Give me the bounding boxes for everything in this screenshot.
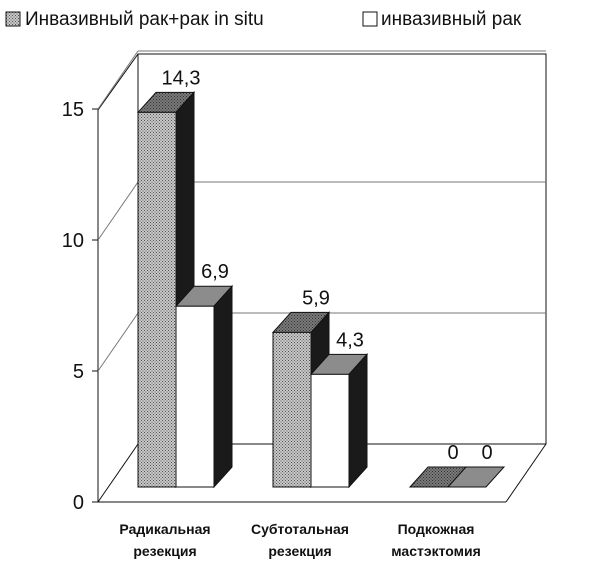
floor-left-edge bbox=[97, 443, 139, 503]
y-axis: 0 5 10 15 bbox=[62, 99, 98, 514]
x-tick-label: Субтотальная bbox=[251, 521, 349, 537]
bars bbox=[136, 91, 506, 489]
value-labels: 14,3 6,9 5,9 4,3 0 0 bbox=[162, 67, 493, 464]
plot-area: 0 5 10 15 14,3 6,9 5,9 4,3 0 0 Радикальная резекц… bbox=[62, 50, 547, 559]
legend-swatch-series-1 bbox=[5, 11, 21, 27]
x-tick-label: резекция bbox=[268, 543, 331, 559]
gridline-side bbox=[97, 312, 139, 372]
data-label: 0 bbox=[447, 442, 458, 464]
floor-right-edge bbox=[505, 443, 547, 503]
data-label: 5,9 bbox=[302, 287, 330, 309]
left-wall-top bbox=[97, 53, 139, 111]
bar-series-2-2 bbox=[310, 373, 350, 488]
x-tick-label: Радикальная bbox=[119, 521, 210, 537]
bar-series-1-1 bbox=[137, 111, 177, 488]
y-tick-label: 15 bbox=[62, 99, 84, 121]
bar-series-2-1 bbox=[175, 305, 215, 488]
bar-side-2-2 bbox=[348, 353, 368, 489]
x-tick-label: мастэктомия bbox=[391, 543, 481, 559]
gridline-side bbox=[97, 181, 139, 241]
x-axis: Радикальная резекция Субтотальная резекция П… bbox=[119, 521, 480, 559]
y-tick-label: 0 bbox=[73, 492, 84, 514]
legend: Инвазивный рак+рак in situ инвазивный ра… bbox=[5, 9, 522, 30]
gridline-side bbox=[97, 50, 139, 110]
legend-label-series-2: инвазивный рак bbox=[381, 9, 522, 30]
x-tick-label: Подкожная bbox=[398, 521, 475, 537]
x-tick-label: резекция bbox=[133, 543, 196, 559]
legend-swatch-series-2 bbox=[362, 11, 378, 27]
bar-series-1-2 bbox=[272, 331, 312, 488]
data-label: 14,3 bbox=[162, 67, 201, 89]
legend-label-series-1: Инвазивный рак+рак in situ bbox=[25, 9, 264, 30]
data-label: 6,9 bbox=[201, 261, 229, 283]
y-tick-label: 5 bbox=[73, 361, 84, 383]
y-tick-label: 10 bbox=[62, 230, 84, 252]
data-label: 0 bbox=[481, 442, 492, 464]
data-label: 4,3 bbox=[336, 329, 364, 351]
bar-side-2-1 bbox=[213, 284, 233, 489]
bar-top-2-3 bbox=[446, 466, 506, 488]
